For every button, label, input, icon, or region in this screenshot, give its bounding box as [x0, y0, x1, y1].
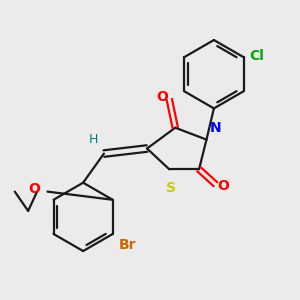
Text: O: O [217, 179, 229, 193]
Text: Cl: Cl [249, 49, 264, 63]
Text: Br: Br [119, 238, 136, 252]
Text: H: H [88, 133, 98, 146]
Text: O: O [156, 89, 168, 103]
Text: O: O [28, 182, 40, 196]
Text: S: S [166, 181, 176, 195]
Text: N: N [210, 121, 222, 135]
